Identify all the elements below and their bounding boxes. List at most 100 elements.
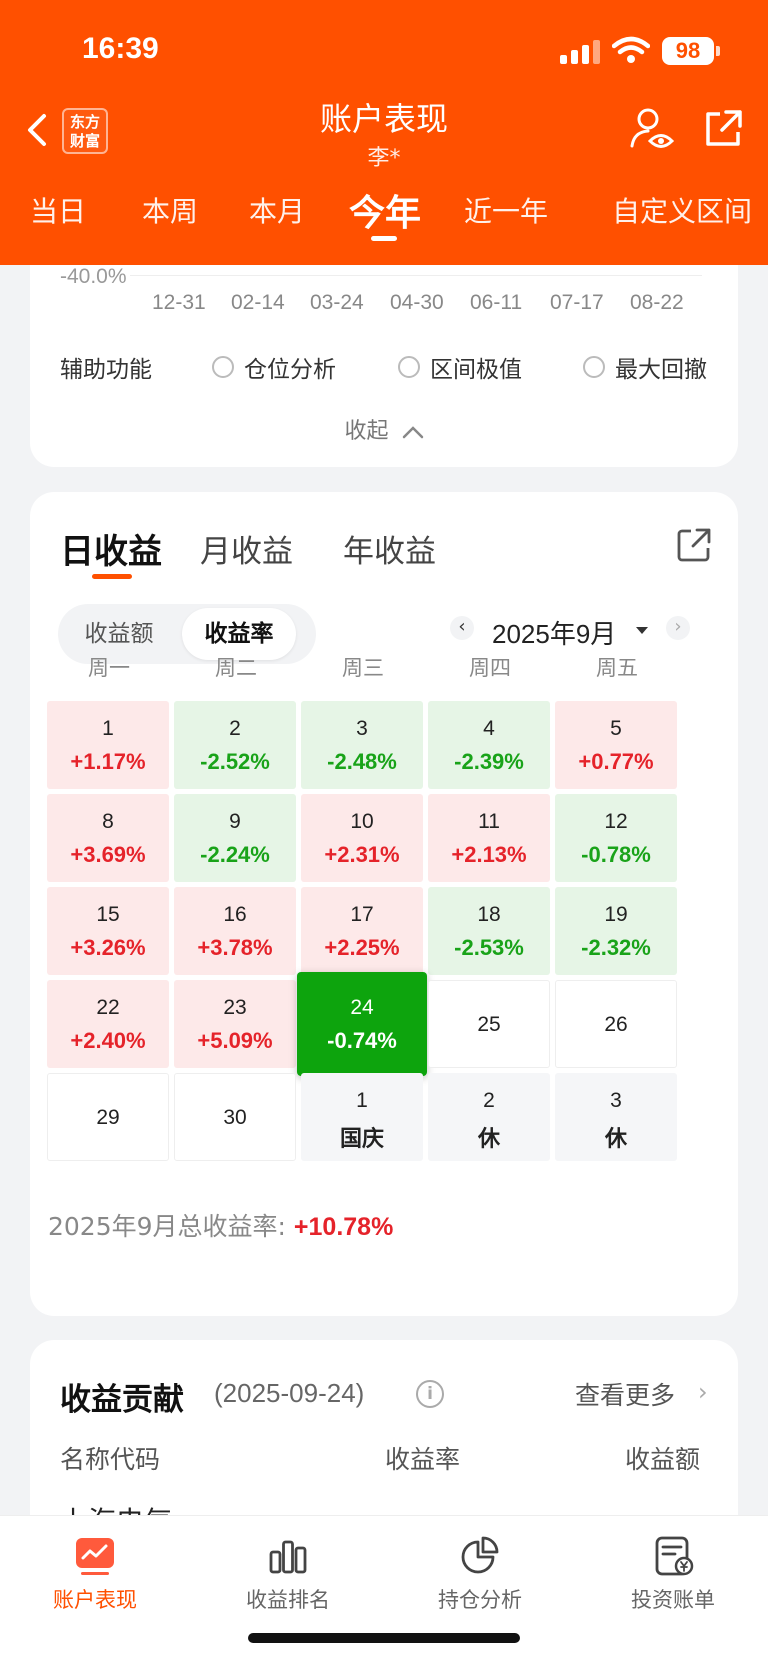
x-axis-tick: 12-31 xyxy=(152,291,206,314)
caret-down-icon[interactable] xyxy=(636,627,648,634)
calendar-day-number: 12 xyxy=(604,810,628,833)
next-month-button[interactable]: › xyxy=(666,616,690,640)
calendar-day-number: 2 xyxy=(229,717,241,740)
tab-yearly-profit[interactable]: 年收益 xyxy=(343,534,436,570)
x-axis-tick: 04-30 xyxy=(390,291,444,314)
x-axis-tick: 07-17 xyxy=(550,291,604,314)
auxiliary-functions: 辅助功能 仓位分析 区间极值 最大回撤 xyxy=(60,350,720,390)
calendar-day-cell[interactable]: 10 +2.31% xyxy=(301,794,423,882)
chart-gridline xyxy=(130,275,702,276)
calendar-day-number: 8 xyxy=(102,810,114,833)
period-tabs: 当日 本周 本月 今年 近一年 自定义区间 xyxy=(0,190,768,250)
export-icon[interactable] xyxy=(675,526,713,564)
calendar-day-cell[interactable]: 11 +2.13% xyxy=(428,794,550,882)
monthly-total: 2025年9月总收益率: +10.78% xyxy=(48,1212,394,1241)
calendar-day-number: 23 xyxy=(223,996,247,1019)
calendar-day-number: 5 xyxy=(610,717,622,740)
weekday-label: 周五 xyxy=(596,656,638,680)
calendar-day-cell[interactable]: 30 xyxy=(174,1073,296,1161)
holiday-label: 休 xyxy=(604,1127,627,1152)
calendar-day-number: 30 xyxy=(223,1106,247,1129)
aux-range-extreme[interactable]: 区间极值 xyxy=(398,350,522,384)
nav-profit-ranking[interactable]: 收益排名 xyxy=(213,1534,363,1614)
daily-return: +1.17% xyxy=(70,749,146,774)
aux-position-analysis[interactable]: 仓位分析 xyxy=(212,350,336,384)
calendar-day-cell[interactable]: 24 -0.74% xyxy=(297,972,427,1076)
aux-max-drawdown[interactable]: 最大回撤 xyxy=(583,350,707,384)
daily-return: +2.13% xyxy=(451,842,527,867)
calendar-day-cell[interactable]: 3 -2.48% xyxy=(301,701,423,789)
calendar-day-number: 19 xyxy=(604,903,628,926)
calendar-day-cell[interactable]: 4 -2.39% xyxy=(428,701,550,789)
signal-icon xyxy=(560,40,602,64)
calendar-day-cell[interactable]: 19 -2.32% xyxy=(555,887,677,975)
daily-return: -2.52% xyxy=(200,749,270,774)
share-icon[interactable] xyxy=(702,108,744,150)
weekday-label: 周一 xyxy=(88,656,130,680)
battery-tip xyxy=(716,46,720,56)
calendar-day-cell[interactable]: 16 +3.78% xyxy=(174,887,296,975)
weekday-label: 周四 xyxy=(469,656,511,680)
wifi-icon xyxy=(612,36,650,63)
calendar-day-cell[interactable]: 5 +0.77% xyxy=(555,701,677,789)
calendar-day-cell[interactable]: 25 xyxy=(428,980,550,1068)
nav-holdings-analysis[interactable]: 持仓分析 xyxy=(405,1534,555,1614)
metric-toggle: 收益额 收益率 xyxy=(58,604,316,664)
back-arrow-icon[interactable] xyxy=(24,110,52,150)
section-title: 收益贡献 xyxy=(60,1382,184,1418)
nav-investment-bill[interactable]: 投资账单 xyxy=(598,1534,748,1614)
tab-monthly-profit[interactable]: 月收益 xyxy=(200,534,293,570)
tab-today[interactable]: 当日 xyxy=(30,195,87,228)
toggle-profit-rate[interactable]: 收益率 xyxy=(182,608,296,660)
calendar-day-cell[interactable]: 8 +3.69% xyxy=(47,794,169,882)
privacy-eye-icon[interactable] xyxy=(628,104,676,152)
daily-return: -0.74% xyxy=(327,1028,397,1053)
pie-chart-icon xyxy=(461,1536,499,1574)
calendar-day-cell[interactable]: 23 +5.09% xyxy=(174,980,296,1068)
daily-return: -2.48% xyxy=(327,749,397,774)
calendar-day-cell[interactable]: 22 +2.40% xyxy=(47,980,169,1068)
calendar-day-number: 1 xyxy=(102,717,114,740)
daily-return: +2.31% xyxy=(324,842,400,867)
month-selector[interactable]: 2025年9月 xyxy=(492,619,617,649)
prev-month-button[interactable]: ‹ xyxy=(450,616,474,640)
calendar-day-cell[interactable]: 15 +3.26% xyxy=(47,887,169,975)
tab-this-week[interactable]: 本周 xyxy=(142,195,199,228)
calendar-day-cell[interactable]: 29 xyxy=(47,1073,169,1161)
calendar-day-number: 2 xyxy=(483,1089,495,1112)
calendar-day-cell[interactable]: 18 -2.53% xyxy=(428,887,550,975)
chevron-right-icon[interactable]: › xyxy=(698,1378,708,1406)
tab-last-year[interactable]: 近一年 xyxy=(464,195,549,228)
calendar-day-cell[interactable]: 26 xyxy=(555,980,677,1068)
nav-account-performance[interactable]: 账户表现 xyxy=(20,1534,170,1614)
holiday-label: 国庆 xyxy=(339,1127,384,1152)
daily-return: +3.78% xyxy=(197,935,273,960)
calendar-day-cell[interactable]: 9 -2.24% xyxy=(174,794,296,882)
tab-this-year[interactable]: 今年 xyxy=(349,193,422,234)
tab-custom-range[interactable]: 自定义区间 xyxy=(612,195,753,228)
aux-label: 辅助功能 xyxy=(60,357,152,383)
info-icon[interactable]: i xyxy=(416,1380,444,1408)
tab-daily-profit[interactable]: 日收益 xyxy=(60,532,162,572)
collapse-button[interactable]: 收起 xyxy=(30,413,738,445)
daily-return: -2.24% xyxy=(200,842,270,867)
see-more-link[interactable]: 查看更多 xyxy=(575,1381,676,1410)
calendar-day-number: 3 xyxy=(610,1089,622,1112)
chevron-up-icon xyxy=(402,426,423,439)
calendar-day-cell[interactable]: 12 -0.78% xyxy=(555,794,677,882)
calendar-day-cell[interactable]: 2 -2.52% xyxy=(174,701,296,789)
tab-this-month[interactable]: 本月 xyxy=(249,195,306,228)
column-header-amount: 收益额 xyxy=(625,1445,701,1474)
calendar-day-number: 10 xyxy=(350,810,374,833)
calendar-day-cell: 1 国庆 xyxy=(301,1073,423,1161)
status-time: 16:39 xyxy=(82,32,159,65)
toggle-profit-amount[interactable]: 收益额 xyxy=(84,621,154,647)
column-header-rate: 收益率 xyxy=(385,1445,461,1474)
bill-icon xyxy=(655,1536,694,1576)
home-indicator xyxy=(248,1633,520,1643)
daily-return: +5.09% xyxy=(197,1028,273,1053)
calendar-day-cell[interactable]: 1 +1.17% xyxy=(47,701,169,789)
calendar-day-number: 4 xyxy=(483,717,495,740)
calendar-day-cell[interactable]: 17 +2.25% xyxy=(301,887,423,975)
trend-chart-icon xyxy=(76,1538,114,1575)
